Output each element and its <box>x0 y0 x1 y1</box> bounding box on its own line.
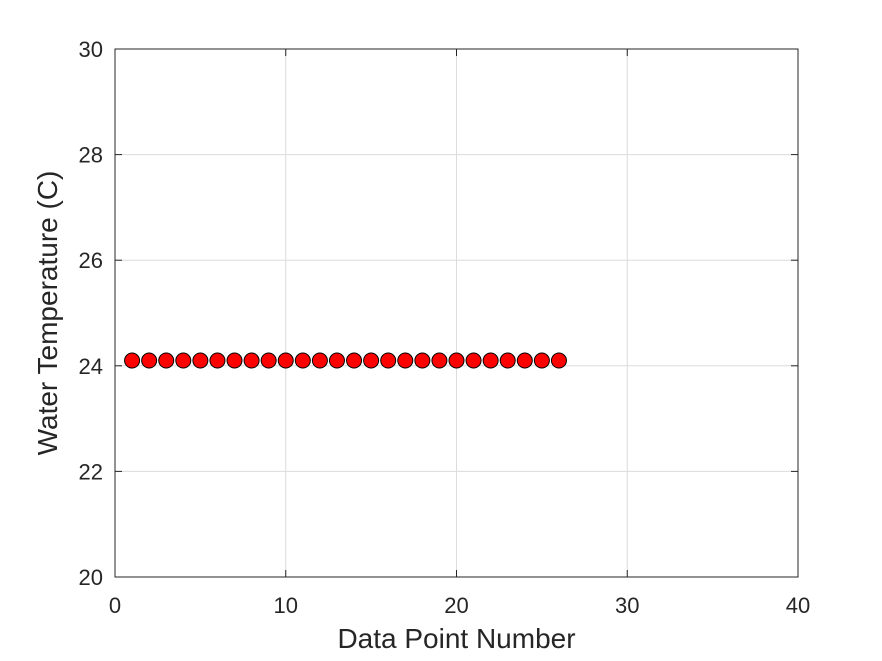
data-point <box>209 352 226 369</box>
y-tick-label: 22 <box>79 459 103 484</box>
data-point <box>311 352 328 369</box>
y-tick-label: 28 <box>79 143 103 168</box>
x-tick-label: 30 <box>615 593 639 618</box>
data-point <box>277 352 294 369</box>
ticks: 0 10 20 30 40 20 22 24 26 28 30 <box>79 37 811 618</box>
data-point <box>260 352 277 369</box>
data-point <box>124 352 141 369</box>
y-tick-label: 24 <box>79 354 103 379</box>
data-point <box>431 352 448 369</box>
y-axis-label: Water Temperature (C) <box>32 171 63 456</box>
data-point <box>294 352 311 369</box>
y-tick-label: 30 <box>79 37 103 62</box>
data-point <box>243 352 260 369</box>
data-point <box>465 352 482 369</box>
data-points <box>124 352 567 369</box>
y-tick-label: 20 <box>79 565 103 590</box>
data-point <box>380 352 397 369</box>
data-point <box>516 352 533 369</box>
data-point <box>175 352 192 369</box>
x-tick-label: 40 <box>786 593 810 618</box>
data-point <box>346 352 363 369</box>
data-point <box>533 352 550 369</box>
x-tick-label: 20 <box>444 593 468 618</box>
data-point <box>550 352 567 369</box>
data-point <box>414 352 431 369</box>
data-point <box>158 352 175 369</box>
data-point <box>499 352 516 369</box>
data-point <box>482 352 499 369</box>
y-tick-label: 26 <box>79 248 103 273</box>
data-point <box>397 352 414 369</box>
data-point <box>192 352 209 369</box>
x-axis-label: Data Point Number <box>337 623 575 654</box>
data-point <box>226 352 243 369</box>
data-point <box>141 352 158 369</box>
x-tick-label: 0 <box>109 593 121 618</box>
x-tick-label: 10 <box>274 593 298 618</box>
data-point <box>328 352 345 369</box>
data-point <box>363 352 380 369</box>
data-point <box>448 352 465 369</box>
